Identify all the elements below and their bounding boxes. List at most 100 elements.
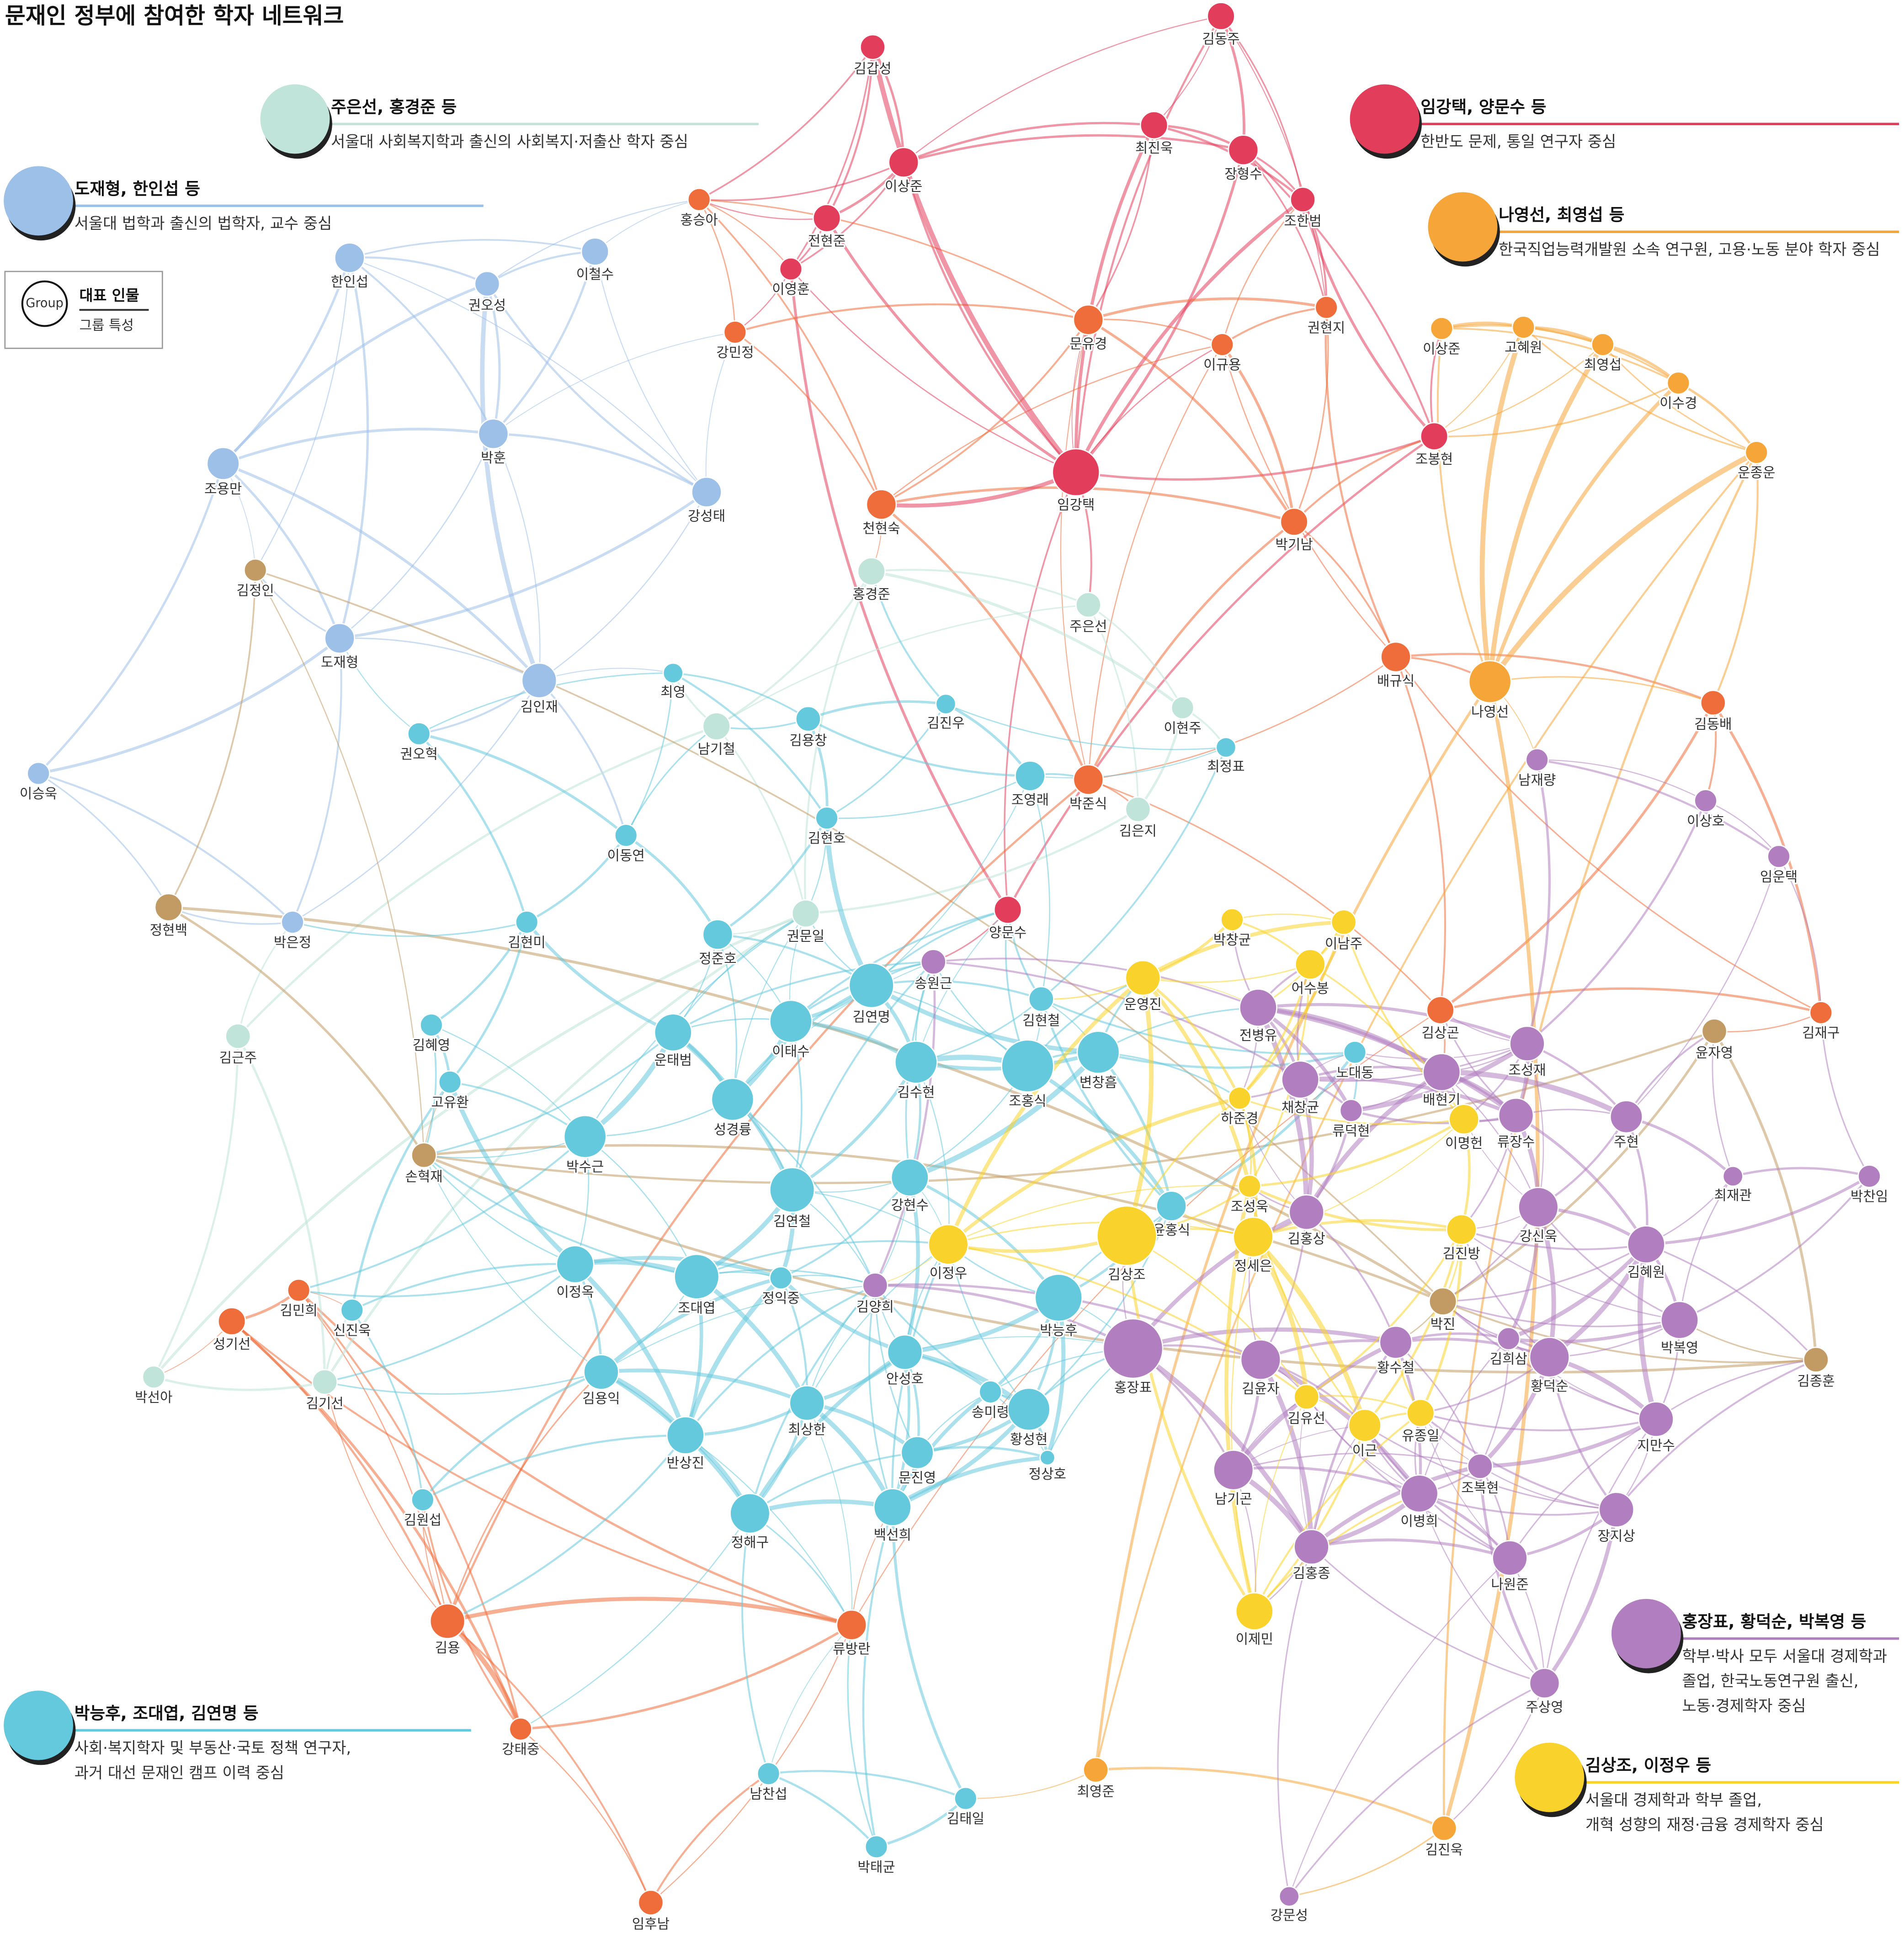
edge — [699, 161, 904, 202]
node-label: 김연철 — [773, 1214, 811, 1230]
edge — [1088, 319, 1223, 345]
node — [1700, 690, 1726, 716]
node — [563, 1115, 607, 1158]
edge — [339, 433, 494, 639]
node-label: 이수경 — [1659, 396, 1697, 412]
edge — [1255, 1006, 1309, 1212]
group-title: 주은선, 홍경준 등 — [331, 97, 457, 117]
edge — [874, 1285, 918, 1453]
node-label: 조봉현 — [1415, 451, 1453, 467]
node — [920, 949, 947, 975]
edge — [915, 909, 1008, 1062]
edge — [1679, 1176, 1734, 1320]
node — [1591, 333, 1615, 356]
node — [243, 558, 267, 582]
node-label: 황수철 — [1377, 1360, 1415, 1376]
edge — [585, 1136, 697, 1277]
node-label: 류덕현 — [1332, 1123, 1370, 1139]
edge — [903, 122, 1154, 164]
edge — [1488, 450, 1758, 684]
edge — [827, 775, 1031, 819]
edge — [875, 1284, 1134, 1350]
edge — [1293, 435, 1435, 523]
edge — [1310, 1341, 1397, 1547]
node — [1288, 1194, 1325, 1230]
node — [1722, 1165, 1744, 1187]
node — [729, 1493, 771, 1534]
edge — [1253, 1412, 1421, 1612]
edge — [298, 1290, 522, 1730]
node — [691, 476, 722, 508]
edge — [1260, 1212, 1308, 1360]
edge — [1526, 800, 1707, 1045]
edge — [1820, 1012, 1870, 1177]
edge — [1028, 1206, 1172, 1410]
edge — [1143, 963, 1311, 983]
node — [27, 761, 50, 786]
node — [1598, 1492, 1635, 1528]
node-label: 정현백 — [150, 922, 187, 938]
edge — [1310, 1464, 1481, 1549]
edge — [600, 1276, 782, 1374]
edge — [1646, 1175, 1870, 1246]
edge — [1616, 1359, 1817, 1510]
edge — [947, 1096, 1240, 1246]
edge — [625, 834, 719, 935]
edge — [520, 1513, 750, 1730]
edge — [38, 772, 293, 923]
edge — [231, 1320, 522, 1730]
edge — [447, 1371, 602, 1622]
edge — [431, 921, 528, 1026]
node — [225, 1023, 251, 1049]
edge — [1154, 124, 1304, 201]
edge — [423, 1154, 697, 1278]
edge — [493, 433, 541, 681]
edge — [732, 1099, 876, 1286]
node — [702, 919, 734, 950]
node — [583, 1354, 619, 1390]
node-label: 김연명 — [853, 1009, 890, 1025]
node — [1638, 1401, 1674, 1437]
node-label: 양문수 — [989, 925, 1026, 941]
node — [1422, 1053, 1461, 1092]
edge — [909, 1176, 1060, 1299]
node-label: 손혁재 — [405, 1169, 442, 1185]
edge — [870, 983, 1099, 1055]
node — [1102, 1318, 1164, 1379]
group-description: 노동·경제학자 중심 — [1682, 1697, 1806, 1715]
node-label: 김동주 — [1202, 31, 1239, 47]
edge — [1714, 1012, 1821, 1033]
group-marker — [1350, 84, 1420, 154]
node — [1406, 1398, 1435, 1428]
node-label: 최진욱 — [1135, 140, 1173, 156]
edge — [298, 1290, 448, 1621]
edge — [1154, 16, 1222, 126]
node-label: 박기남 — [1275, 537, 1313, 553]
edge — [650, 1625, 852, 1903]
node — [993, 895, 1022, 924]
node-label: 이명헌 — [1445, 1136, 1483, 1152]
edge — [237, 725, 717, 1037]
group-description: 개혁 성향의 재정·금융 경제학자 중심 — [1585, 1816, 1824, 1834]
node-label: 이근 — [1352, 1443, 1377, 1459]
edge — [1249, 1118, 1465, 1188]
edge — [1239, 922, 1345, 1099]
node-label: 배규식 — [1377, 673, 1415, 689]
edge — [237, 921, 293, 1036]
edge — [1260, 1357, 1421, 1495]
edge — [424, 1136, 585, 1158]
node — [411, 1142, 437, 1169]
node — [702, 712, 731, 741]
edge — [601, 1368, 808, 1405]
edge — [1095, 451, 1757, 1770]
edge — [1395, 656, 1821, 1014]
edge — [804, 571, 872, 914]
edge — [1075, 435, 1435, 481]
node-label: 김태일 — [947, 1811, 984, 1827]
node-label: 조용만 — [204, 481, 242, 497]
edge — [1041, 747, 1227, 1000]
node — [1125, 960, 1161, 996]
node — [711, 1078, 755, 1121]
edge — [1088, 297, 1327, 321]
node-label: 정준호 — [699, 951, 736, 967]
